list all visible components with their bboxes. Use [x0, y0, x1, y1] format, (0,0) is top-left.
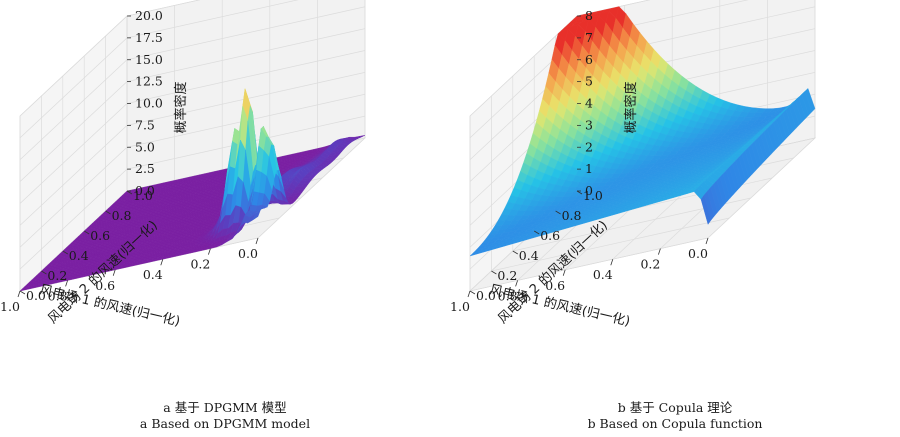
- y-tick-label: 0.8: [112, 208, 132, 223]
- y-tick-mark: [469, 290, 476, 295]
- y-tick-mark: [41, 270, 47, 275]
- x-tick-label: 0.2: [190, 257, 210, 272]
- x-tick-mark: [610, 259, 614, 266]
- y-tick-label: 0.4: [69, 248, 89, 263]
- chart-panel-a: 0.0 0.2 0.4 0.6 0.8 1.0 0.0 0.2 0.4 0.6 0.8 1.0 0.0 2…: [0, 0, 367, 431]
- z-tick-label: 4: [585, 96, 593, 111]
- y-tick-label: 0.4: [519, 248, 539, 263]
- surface-plot-dpgmm: 0.00.20.40.60.81.00.00.20.40.60.81.00.02…: [0, 0, 367, 330]
- z-tick-label: 8: [585, 8, 593, 23]
- x-tick-label: 1.0: [450, 299, 470, 314]
- y-tick-mark: [533, 230, 540, 235]
- tick-labels: 0.00.20.40.60.81.00.00.20.40.60.81.00123…: [450, 8, 709, 314]
- y-tick-label: 0.6: [540, 228, 560, 243]
- y-tick-label: 0.0: [26, 288, 46, 303]
- z-tick-label: 2: [585, 139, 593, 154]
- surface-mesh: [469, 6, 816, 257]
- z-tick-label: 2.5: [135, 161, 155, 176]
- chart-panel-b: 0.0 0.2 0.4 0.6 0.8 1.0 0.0 0.2 0.4 0.6 0.8 1.0 0 1 2 3…: [450, 0, 900, 437]
- tick-labels: 0.00.20.40.60.81.00.00.20.40.60.81.00.02…: [0, 8, 259, 314]
- caption-en-b: b Based on Copula function: [587, 416, 763, 431]
- z-tick-label: 7.5: [135, 117, 155, 132]
- caption-en-a: a Based on DPGMM model: [139, 416, 311, 431]
- x-tick-mark: [467, 290, 471, 298]
- x-tick-label: 0.8: [48, 288, 68, 303]
- x-tick-mark: [515, 280, 518, 287]
- z-tick-label: 3: [585, 117, 593, 132]
- x-tick-label: 0.8: [498, 288, 518, 303]
- surface-plot-copula: 0.00.20.40.60.81.00.00.20.40.60.81.00123…: [450, 0, 817, 330]
- z-tick-label: 17.5: [135, 30, 163, 45]
- x-tick-label: 0.6: [545, 278, 565, 293]
- z-tick-label: 0: [585, 183, 593, 198]
- caption-cn-a: a 基于 DPGMM 模型: [163, 400, 287, 415]
- y-tick-label: 1.0: [583, 188, 603, 203]
- y-tick-label: 0.2: [497, 268, 517, 283]
- y-tick-mark: [83, 230, 90, 235]
- x-tick-label: 0.4: [143, 267, 163, 282]
- x-tick-mark: [658, 248, 661, 255]
- x-tick-mark: [705, 237, 709, 245]
- surface-mesh: [19, 88, 366, 292]
- z-tick-label: 5.0: [135, 139, 155, 154]
- caption-cn-b: b 基于 Copula 理论: [617, 400, 733, 415]
- z-tick-label: 20.0: [135, 8, 163, 23]
- y-tick-mark: [19, 290, 26, 295]
- y-tick-label: 0.6: [90, 228, 110, 243]
- x-tick-label: 0.6: [95, 278, 115, 293]
- x-tick-mark: [562, 269, 566, 276]
- z-tick-label: 0.0: [135, 183, 155, 198]
- y-tick-mark: [576, 190, 583, 195]
- x-tick-mark: [112, 269, 116, 276]
- y-tick-mark: [491, 270, 497, 275]
- z-tick-label: 5: [585, 74, 593, 89]
- x-tick-label: 0.0: [688, 246, 708, 261]
- y-tick-mark: [555, 210, 561, 215]
- y-tick-label: 0.8: [562, 208, 582, 223]
- x-tick-mark: [160, 259, 164, 266]
- z-tick-label: 10.0: [135, 96, 163, 111]
- y-tick-label: 1.0: [133, 188, 153, 203]
- y-tick-mark: [62, 250, 69, 255]
- z-tick-label: 1: [585, 161, 593, 176]
- x-tick-label: 0.0: [238, 246, 258, 261]
- x-tick-mark: [255, 237, 259, 245]
- x-tick-mark: [208, 248, 211, 255]
- x-tick-label: 1.0: [0, 299, 20, 314]
- y-tick-label: 0.0: [476, 288, 496, 303]
- x-tick-mark: [17, 290, 21, 298]
- z-tick-label: 15.0: [135, 52, 163, 67]
- z-axis-label: 概率密度: [623, 81, 639, 133]
- y-tick-mark: [126, 190, 133, 195]
- x-tick-mark: [65, 280, 68, 287]
- z-tick-label: 7: [585, 30, 593, 45]
- z-axis-label: 概率密度: [173, 81, 189, 133]
- z-tick-label: 12.5: [135, 74, 163, 89]
- z-tick-label: 6: [585, 52, 593, 67]
- y-tick-mark: [105, 210, 111, 215]
- x-tick-label: 0.2: [640, 257, 660, 272]
- x-tick-label: 0.4: [593, 267, 613, 282]
- y-tick-label: 0.2: [47, 268, 67, 283]
- y-tick-mark: [512, 250, 519, 255]
